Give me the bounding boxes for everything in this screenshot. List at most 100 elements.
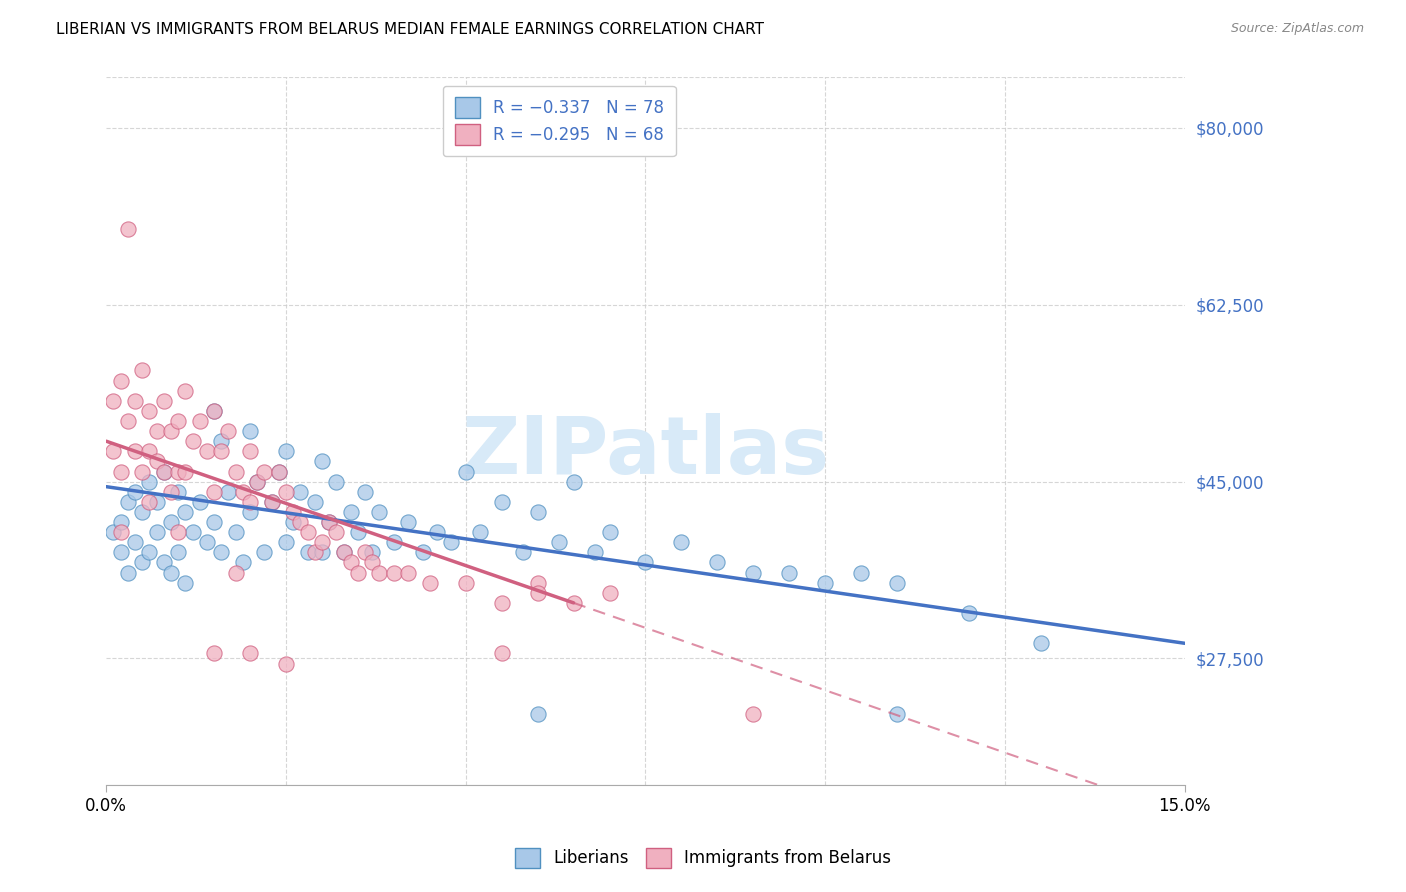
- Point: [396, 566, 419, 580]
- Point: [419, 575, 441, 590]
- Point: [396, 515, 419, 529]
- Point: [274, 484, 297, 499]
- Point: [167, 545, 190, 559]
- Point: [209, 434, 232, 449]
- Point: [526, 586, 548, 600]
- Point: [124, 393, 146, 408]
- Point: [110, 525, 132, 540]
- Point: [160, 515, 183, 529]
- Point: [886, 706, 908, 721]
- Point: [412, 545, 434, 559]
- Point: [195, 535, 218, 549]
- Point: [311, 535, 333, 549]
- Point: [232, 484, 254, 499]
- Point: [297, 545, 319, 559]
- Point: [174, 575, 197, 590]
- Point: [167, 414, 190, 428]
- Point: [195, 444, 218, 458]
- Point: [138, 404, 160, 418]
- Point: [778, 566, 800, 580]
- Point: [706, 556, 728, 570]
- Point: [239, 424, 262, 438]
- Point: [290, 484, 312, 499]
- Point: [332, 545, 354, 559]
- Point: [110, 545, 132, 559]
- Point: [382, 535, 405, 549]
- Legend: Liberians, Immigrants from Belarus: Liberians, Immigrants from Belarus: [509, 841, 897, 875]
- Point: [468, 525, 491, 540]
- Point: [304, 545, 326, 559]
- Point: [283, 515, 305, 529]
- Point: [174, 505, 197, 519]
- Point: [347, 525, 370, 540]
- Point: [267, 465, 290, 479]
- Point: [260, 495, 283, 509]
- Point: [361, 556, 384, 570]
- Point: [239, 505, 262, 519]
- Point: [491, 596, 513, 610]
- Point: [599, 586, 621, 600]
- Point: [138, 444, 160, 458]
- Point: [225, 465, 247, 479]
- Point: [814, 575, 837, 590]
- Point: [368, 505, 391, 519]
- Point: [671, 535, 693, 549]
- Point: [209, 444, 232, 458]
- Point: [131, 465, 153, 479]
- Point: [110, 465, 132, 479]
- Point: [152, 465, 174, 479]
- Point: [217, 424, 239, 438]
- Point: [347, 566, 370, 580]
- Point: [110, 515, 132, 529]
- Point: [167, 525, 190, 540]
- Point: [202, 515, 225, 529]
- Point: [742, 566, 765, 580]
- Point: [117, 495, 139, 509]
- Point: [253, 545, 276, 559]
- Text: Source: ZipAtlas.com: Source: ZipAtlas.com: [1230, 22, 1364, 36]
- Point: [239, 647, 262, 661]
- Point: [138, 545, 160, 559]
- Point: [634, 556, 657, 570]
- Point: [382, 566, 405, 580]
- Point: [131, 505, 153, 519]
- Point: [512, 545, 534, 559]
- Point: [562, 596, 585, 610]
- Point: [103, 393, 125, 408]
- Point: [354, 484, 377, 499]
- Point: [152, 465, 174, 479]
- Point: [318, 515, 340, 529]
- Point: [202, 647, 225, 661]
- Point: [117, 222, 139, 236]
- Point: [274, 657, 297, 671]
- Point: [562, 475, 585, 489]
- Point: [253, 465, 276, 479]
- Point: [957, 606, 980, 620]
- Point: [217, 484, 239, 499]
- Text: ZIPatlas: ZIPatlas: [461, 413, 830, 491]
- Point: [311, 545, 333, 559]
- Point: [454, 575, 477, 590]
- Point: [202, 404, 225, 418]
- Point: [1029, 636, 1052, 650]
- Point: [103, 525, 125, 540]
- Point: [325, 525, 347, 540]
- Point: [318, 515, 340, 529]
- Point: [599, 525, 621, 540]
- Point: [426, 525, 449, 540]
- Point: [454, 465, 477, 479]
- Point: [354, 545, 377, 559]
- Point: [145, 495, 167, 509]
- Point: [160, 484, 183, 499]
- Point: [160, 424, 183, 438]
- Point: [526, 706, 548, 721]
- Point: [202, 404, 225, 418]
- Point: [851, 566, 873, 580]
- Point: [274, 444, 297, 458]
- Point: [124, 535, 146, 549]
- Point: [526, 575, 548, 590]
- Point: [311, 454, 333, 468]
- Point: [152, 393, 174, 408]
- Point: [232, 556, 254, 570]
- Point: [145, 525, 167, 540]
